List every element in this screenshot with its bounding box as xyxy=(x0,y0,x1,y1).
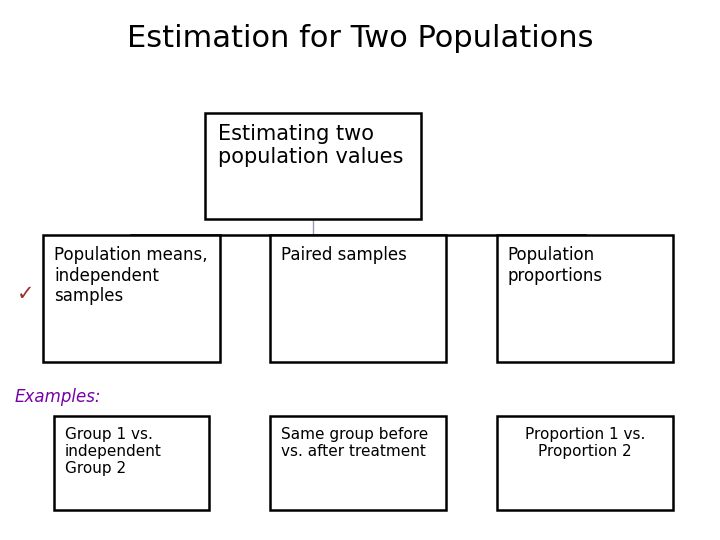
Text: Same group before
vs. after treatment: Same group before vs. after treatment xyxy=(281,427,428,459)
Text: Paired samples: Paired samples xyxy=(281,246,407,264)
Bar xyxy=(497,235,673,362)
Bar xyxy=(497,416,673,510)
Bar xyxy=(270,235,446,362)
Bar xyxy=(270,416,446,510)
Text: Estimation for Two Populations: Estimation for Two Populations xyxy=(127,24,593,53)
Bar xyxy=(54,416,209,510)
Text: Group 1 vs.
independent
Group 2: Group 1 vs. independent Group 2 xyxy=(65,427,162,476)
Text: Estimating two
population values: Estimating two population values xyxy=(218,124,403,167)
Text: Proportion 1 vs.
Proportion 2: Proportion 1 vs. Proportion 2 xyxy=(525,427,645,459)
Text: Examples:: Examples: xyxy=(14,388,101,406)
Text: ✓: ✓ xyxy=(17,284,34,305)
Text: Population
proportions: Population proportions xyxy=(508,246,603,285)
Text: Population means,
independent
samples: Population means, independent samples xyxy=(54,246,207,305)
Bar xyxy=(205,113,421,219)
Bar xyxy=(43,235,220,362)
